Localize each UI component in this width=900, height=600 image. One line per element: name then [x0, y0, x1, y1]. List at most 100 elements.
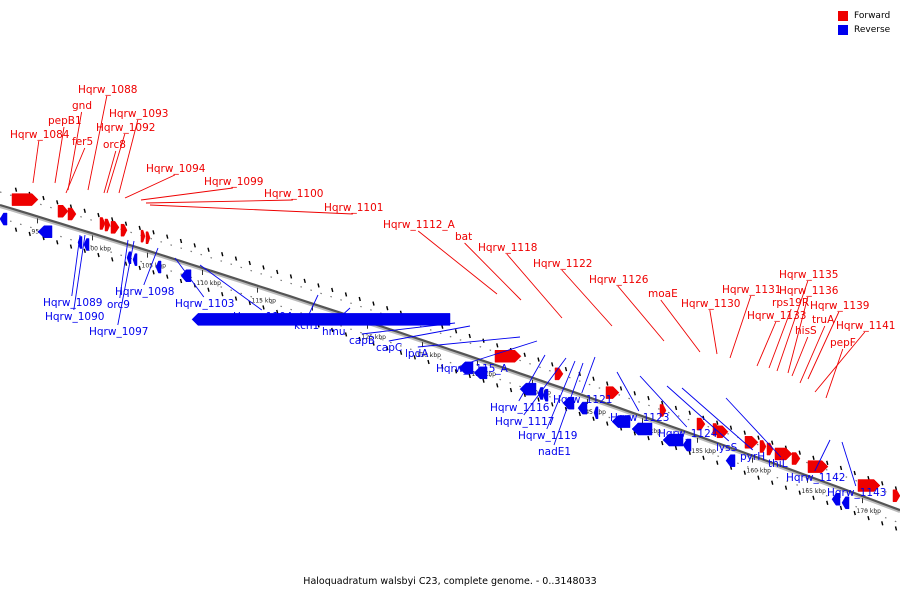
reverse-minor-tick — [757, 475, 760, 480]
reverse-minor-tick — [509, 387, 513, 393]
forward-minor-tick — [386, 305, 389, 311]
reverse-gene-label: Hqrw_1090 — [45, 311, 104, 323]
reverse-gene — [542, 388, 549, 402]
forward-leader — [65, 147, 86, 194]
forward-gene — [857, 479, 881, 492]
reverse-gene-label: Hqrw_1098 — [115, 286, 174, 298]
reverse-minor-tick — [28, 231, 31, 237]
forward-gene-label: fer5 — [72, 136, 93, 148]
forward-gene-label: Hqrw_1131 — [722, 284, 781, 296]
reverse-gene-label: nadE1 — [538, 446, 571, 458]
reverse-gene-label: hmu — [322, 326, 346, 338]
reverse-gene-label: Hqrw_1115_A — [436, 363, 509, 375]
axis-tick-label: 100 kbp — [87, 245, 112, 252]
forward-leader — [124, 174, 175, 199]
forward-leader — [149, 204, 353, 215]
forward-gene-label: Hqrw_1141 — [836, 320, 895, 332]
forward-minor-tick — [688, 410, 691, 416]
forward-gene — [774, 447, 793, 461]
reverse-leader — [417, 336, 521, 348]
reverse-minor-tick — [881, 521, 884, 526]
forward-minor-tick — [564, 366, 568, 372]
forward-minor-tick — [716, 420, 719, 425]
reverse-gene — [841, 496, 850, 510]
reverse-minor-tick — [207, 287, 210, 292]
reverse-leader — [361, 322, 456, 335]
reverse-gene — [191, 313, 451, 326]
forward-gene — [11, 193, 39, 206]
reverse-gene-label: Hqrw_1142 — [786, 472, 845, 484]
legend: Forward Reverse — [838, 9, 890, 37]
forward-gene — [99, 217, 106, 230]
forward-minor-tick — [276, 269, 279, 275]
reverse-leader — [117, 240, 135, 326]
forward-leader — [825, 348, 844, 399]
forward-leader — [118, 119, 139, 194]
reverse-minor-tick — [482, 378, 485, 383]
reverse-leader — [388, 325, 471, 342]
forward-minor-tick — [303, 278, 306, 284]
reverse-minor-tick — [413, 355, 416, 360]
forward-minor-tick — [97, 212, 100, 218]
forward-minor-tick — [42, 195, 45, 201]
forward-gene-label: Hqrw_1092 — [96, 122, 155, 134]
forward-minor-tick — [523, 352, 526, 358]
forward-leader — [561, 269, 613, 327]
reverse-gene-label: Hqrw_1097 — [89, 326, 148, 338]
forward-gene-label: Hqrw_1088 — [78, 84, 137, 96]
reverse-gene — [682, 438, 692, 452]
forward-minor-tick — [166, 234, 169, 239]
reverse-minor-tick — [606, 421, 609, 426]
reverse-minor-tick — [454, 369, 458, 374]
forward-gene-label: pepF — [830, 337, 856, 349]
axis-tick-label: 130 kbp — [417, 352, 442, 359]
reverse-minor-tick — [234, 296, 238, 301]
reverse-minor-tick — [798, 490, 801, 495]
reverse-leader — [331, 307, 351, 326]
reverse-gene — [611, 415, 631, 428]
reverse-gene — [0, 212, 8, 226]
reverse-gene — [662, 433, 684, 447]
reverse-gene-label: Hqrw_1104 — [233, 311, 293, 323]
forward-gene-label: gnd — [72, 100, 92, 112]
reverse-gene-label: orc9 — [107, 299, 130, 311]
reverse-leader — [841, 441, 857, 487]
forward-gene-label: Hqrw_1133 — [747, 310, 806, 322]
forward-gene — [605, 386, 620, 399]
forward-leader — [709, 309, 718, 355]
axis-tick-label: 110 kbp — [197, 280, 222, 287]
forward-minor-tick — [729, 425, 733, 430]
forward-minor-tick — [881, 481, 884, 486]
forward-leader — [464, 242, 522, 301]
reverse-minor-tick — [248, 300, 251, 306]
forward-gene — [145, 231, 151, 244]
forward-leader — [67, 111, 83, 191]
reverse-leader — [581, 356, 596, 394]
reverse-gene-label: Hqrw_1123 — [610, 412, 669, 424]
reverse-leader — [518, 354, 546, 402]
forward-minor-tick — [633, 391, 636, 396]
forward-minor-tick — [193, 243, 196, 248]
reverse-minor-tick — [839, 505, 843, 511]
reverse-minor-tick — [138, 265, 141, 271]
reverse-gene — [180, 269, 192, 282]
forward-leader — [417, 230, 498, 295]
forward-leader — [807, 311, 840, 380]
forward-minor-tick — [743, 430, 746, 435]
reverse-leader — [616, 371, 640, 412]
forward-leader — [660, 299, 701, 353]
reverse-gene-label: Hqrw_1119 — [518, 430, 577, 442]
forward-leader — [506, 253, 563, 319]
forward-gene-label: bat — [455, 231, 472, 243]
reverse-leader — [71, 234, 81, 297]
forward-gene-label: Hqrw_1084 — [10, 129, 70, 141]
forward-gene-label: Hqrw_1100 — [264, 188, 323, 200]
reverse-minor-tick — [358, 336, 361, 342]
forward-gene — [791, 452, 801, 465]
reverse-minor-tick — [716, 460, 719, 465]
forward-minor-tick — [853, 470, 856, 476]
reverse-minor-tick — [702, 455, 705, 460]
backbone-line — [0, 203, 900, 512]
forward-minor-tick — [124, 221, 128, 226]
axis-tick-label: 170 kbp — [857, 508, 882, 515]
